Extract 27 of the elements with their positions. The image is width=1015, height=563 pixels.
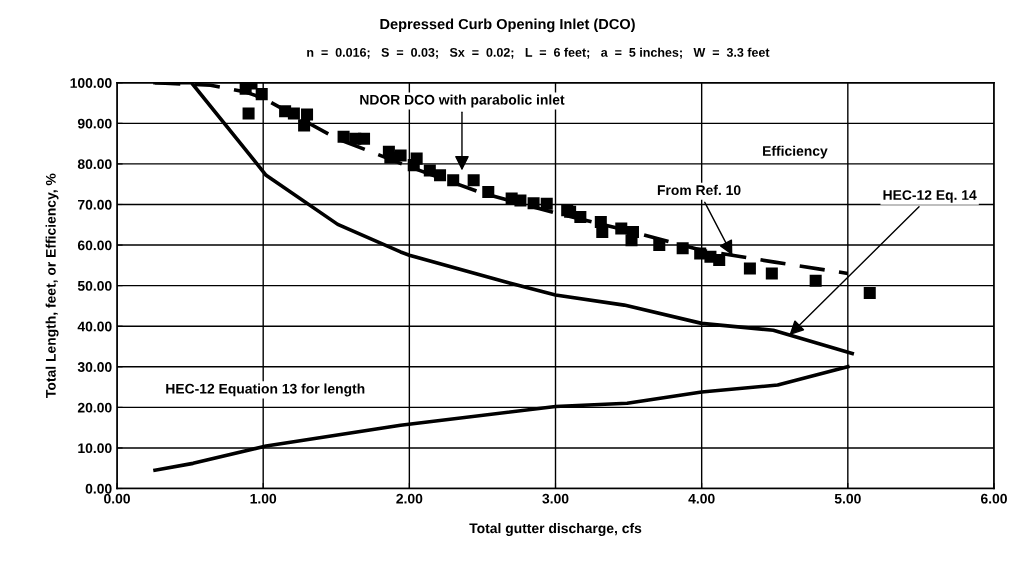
chart-title: Depressed Curb Opening Inlet (DCO) bbox=[380, 18, 635, 33]
x-axis-title: Total gutter discharge, cfs bbox=[469, 522, 642, 536]
y-tick-label: 90.00 bbox=[77, 118, 112, 129]
annotation: From Ref. 10 bbox=[657, 184, 741, 196]
x-tick-label: 6.00 bbox=[980, 493, 1007, 504]
x-tick-label: 2.00 bbox=[396, 493, 423, 504]
y-tick-label: 30.00 bbox=[77, 362, 112, 372]
y-tick-label: 0.00 bbox=[85, 483, 112, 494]
x-tick-label: 4.00 bbox=[688, 493, 715, 504]
y-tick-label: 70.00 bbox=[78, 199, 112, 210]
annotation: HEC-12 Equation 13 for length bbox=[166, 383, 365, 397]
x-tick-label: 5.00 bbox=[834, 493, 861, 504]
x-tick-label: 1.00 bbox=[250, 493, 277, 504]
annotation: Efficiency bbox=[763, 145, 828, 159]
y-axis-title: Total Length, feet, or Efficiency, % bbox=[45, 173, 59, 398]
y-tick-label: 50.00 bbox=[77, 280, 112, 291]
y-tick-label: 100.00 bbox=[70, 78, 112, 88]
y-tick-label: 10.00 bbox=[78, 443, 112, 454]
y-tick-label: 40.00 bbox=[77, 321, 112, 332]
y-tick-label: 20.00 bbox=[77, 402, 112, 413]
x-tick-label: 3.00 bbox=[542, 493, 569, 504]
y-tick-label: 60.00 bbox=[77, 240, 112, 251]
chart-subtitle: n = 0.016; S = 0.03; Sx = 0.02; L = 6 feet; a = 5 inches; W = 3.3 feet bbox=[307, 47, 770, 59]
annotation: NDOR DCO with parabolic inlet bbox=[360, 94, 565, 108]
x-tick-label: 0.00 bbox=[104, 493, 130, 504]
annotation: HEC-12 Eq. 14 bbox=[883, 190, 977, 203]
y-tick-label: 80.00 bbox=[77, 159, 112, 170]
